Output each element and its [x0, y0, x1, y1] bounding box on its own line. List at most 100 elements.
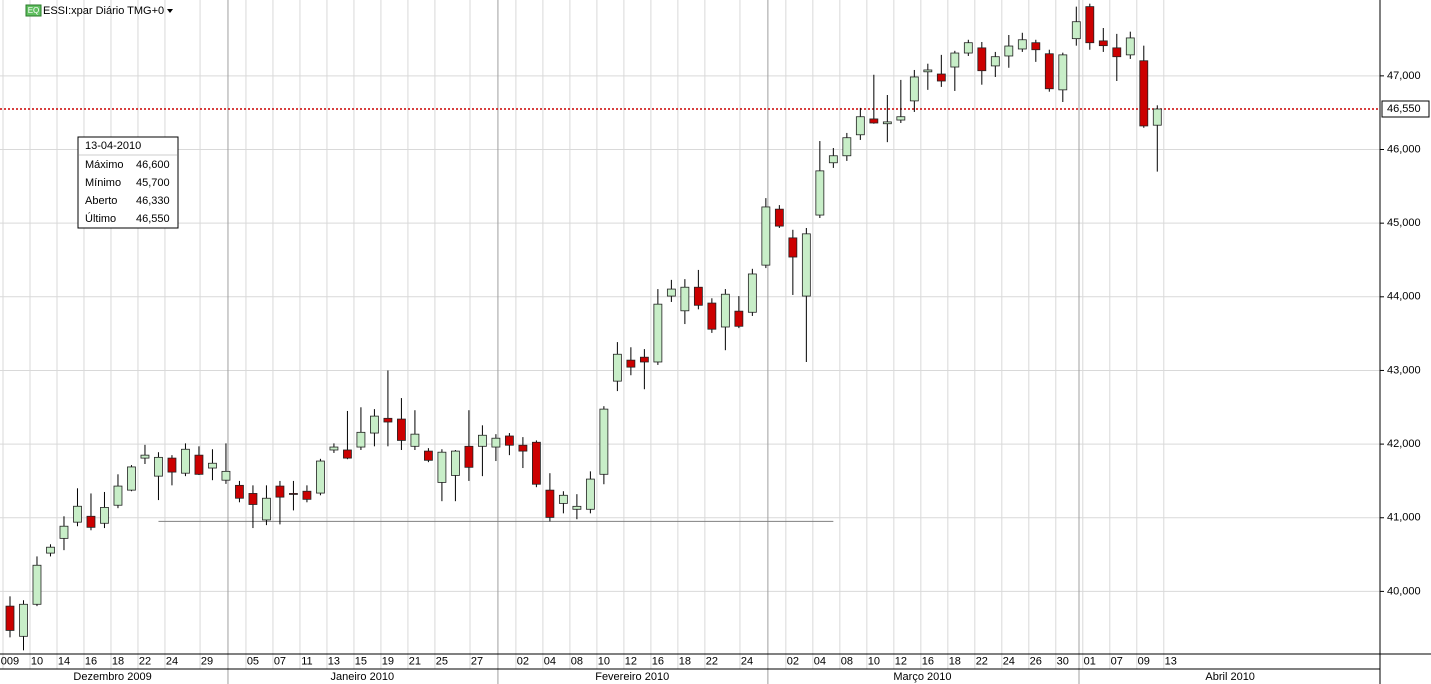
plot [0, 0, 1380, 684]
header-icon[interactable]: EQ [28, 6, 40, 15]
x-tick-label: 26 [1030, 655, 1042, 667]
candle-body [599, 408, 609, 475]
candle-body [801, 233, 811, 297]
candle-body [208, 462, 217, 469]
candle-body [1031, 42, 1041, 51]
tooltip-label: Mínimo [85, 177, 121, 189]
last-price-label: 46,550 [1387, 103, 1421, 115]
candle-body [1139, 60, 1149, 127]
x-tick-label: 29 [201, 655, 213, 667]
x-tick-label: 15 [355, 655, 367, 667]
candle-body [464, 445, 474, 468]
header-title[interactable]: ESSI:xpar Diário TMG+0 [43, 5, 164, 17]
candle-body [950, 52, 960, 68]
candle-body [612, 353, 622, 382]
candle-body [275, 485, 285, 498]
candle-body [963, 42, 973, 54]
candle-body [707, 302, 717, 330]
candle-body [410, 433, 420, 447]
candle-body [855, 116, 865, 136]
month-label: Janeiro 2010 [330, 671, 394, 683]
candle-body [936, 73, 946, 82]
last-price-box [1381, 100, 1430, 118]
candle-body [761, 206, 771, 266]
candle-body [680, 286, 690, 312]
candle-body [1058, 54, 1068, 91]
candle-body [531, 441, 541, 485]
x-tick-label: 13 [1165, 655, 1177, 667]
candle-body [100, 507, 109, 524]
tooltip-value: 45,700 [136, 177, 170, 189]
x-tick-label: 10 [598, 655, 610, 667]
x-tick-label: 22 [976, 655, 988, 667]
y-tick-label: 43,000 [1387, 364, 1421, 376]
candle-body [558, 494, 568, 504]
candle-body [127, 466, 136, 491]
candle-body [221, 470, 231, 481]
candle-body [5, 605, 15, 631]
candle-body [505, 435, 514, 446]
x-tick-label: 22 [706, 655, 718, 667]
candle-body [262, 497, 271, 521]
candle-body [140, 454, 150, 459]
candle-body [990, 56, 1000, 67]
x-tick-label: 18 [949, 655, 961, 667]
candle-body [451, 450, 460, 476]
candle-body [73, 505, 82, 523]
tooltip-label: Último [85, 212, 116, 225]
tooltip-value: 46,330 [136, 195, 170, 207]
x-tick-label: 30 [1057, 655, 1069, 667]
candle-body [869, 118, 879, 124]
candle-body [693, 286, 703, 306]
candle-body [545, 489, 555, 518]
candle-body [46, 546, 55, 554]
tooltip-date: 13-04-2010 [85, 140, 141, 152]
candle-body [235, 484, 244, 499]
candle-body [882, 121, 892, 125]
candle-body [720, 293, 730, 328]
candle-body [59, 525, 69, 539]
candle-body [19, 603, 28, 637]
x-tick-label: 16 [85, 655, 97, 667]
y-tick-label: 47,000 [1387, 70, 1421, 82]
y-tick-label: 44,000 [1387, 291, 1421, 303]
candle-body [828, 155, 838, 164]
candle-body [734, 310, 744, 327]
tooltip-value: 46,600 [136, 159, 170, 171]
header-dropdown[interactable] [167, 9, 173, 13]
candle-body [248, 493, 258, 505]
candle-body [788, 237, 798, 258]
x-tick-label: 12 [625, 655, 637, 667]
candle-body [316, 460, 325, 494]
candle-body [1044, 53, 1054, 90]
x-tick-label: 24 [166, 655, 178, 667]
candle-body [167, 457, 177, 473]
x-tick-label: 11 [301, 655, 312, 667]
x-tick-label: 07 [1111, 655, 1123, 667]
candle-body [815, 170, 825, 216]
x-tick-label: 13 [328, 655, 340, 667]
candle-body [113, 485, 123, 506]
tooltip-label: Aberto [85, 195, 117, 207]
x-tick-label: 01 [1084, 655, 1096, 667]
candle-body [383, 417, 393, 423]
candle-body [86, 515, 96, 528]
candle-body [397, 418, 406, 441]
x-tick-label: 21 [409, 655, 421, 667]
candle-body [1071, 21, 1081, 40]
x-tick-label: 05 [247, 655, 259, 667]
candle-body [32, 564, 42, 605]
candle-body [289, 493, 298, 495]
candle-body [1125, 37, 1135, 56]
x-tick-label: 27 [471, 655, 483, 667]
candle-body [1004, 45, 1014, 57]
tooltip-value: 46,550 [136, 213, 170, 225]
x-tick-label: 19 [382, 655, 394, 667]
x-tick-label: 24 [741, 655, 753, 667]
x-tick-label: 04 [814, 655, 826, 667]
candle-body [842, 137, 852, 157]
candle-body [653, 303, 663, 363]
header-icon-box[interactable] [25, 4, 42, 17]
x-tick-label: 10 [868, 655, 880, 667]
candle-body [626, 359, 636, 368]
